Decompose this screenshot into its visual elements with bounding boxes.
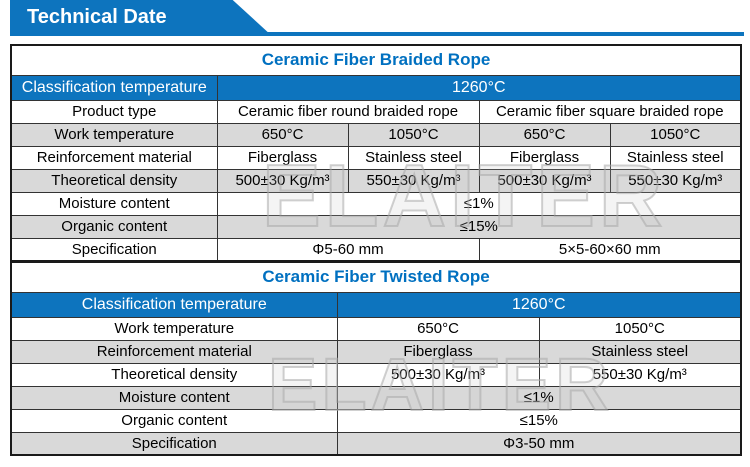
density-cell: 500±30 Kg/m³	[336, 362, 540, 387]
row-label: Work temperature	[10, 316, 338, 341]
row-label: Reinforcement material	[10, 145, 218, 170]
work-temp-cell: 1050°C	[538, 316, 742, 341]
reinforcement-cell: Stainless steel	[538, 339, 742, 364]
organic-value: ≤15%	[216, 214, 742, 239]
table-row: Work temperature 650°C 1050°C 650°C 1050…	[10, 122, 742, 147]
table-row: Organic content ≤15%	[10, 408, 742, 433]
work-temp-cell: 650°C	[336, 316, 540, 341]
organic-value: ≤15%	[336, 408, 742, 433]
braided-table-title: Ceramic Fiber Braided Rope	[10, 44, 742, 76]
table-row: Product type Ceramic fiber round braided…	[10, 99, 742, 124]
row-label: Reinforcement material	[10, 339, 338, 364]
density-cell: 500±30 Kg/m³	[478, 168, 611, 193]
page-title: Technical Date	[27, 6, 167, 28]
row-label: Moisture content	[10, 385, 338, 410]
row-label: Theoretical density	[10, 362, 338, 387]
table-row: Reinforcement material Fiberglass Stainl…	[10, 339, 742, 364]
table-row: Specification Φ3-50 mm	[10, 431, 742, 456]
moisture-value: ≤1%	[336, 385, 742, 410]
spec-tables: Ceramic Fiber Braided Rope Classificatio…	[10, 44, 743, 456]
reinforcement-cell: Stainless steel	[609, 145, 742, 170]
table-row: Specification Φ5-60 mm 5×5-60×60 mm	[10, 237, 742, 262]
banner-underline	[10, 32, 744, 36]
row-label: Moisture content	[10, 191, 218, 216]
density-cell: 550±30 Kg/m³	[609, 168, 742, 193]
moisture-value: ≤1%	[216, 191, 742, 216]
row-label: Classification temperature	[10, 291, 338, 318]
row-label: Specification	[10, 237, 218, 262]
reinforcement-cell: Fiberglass	[336, 339, 540, 364]
table-row: Ceramic Fiber Braided Rope	[10, 44, 742, 76]
row-label: Product type	[10, 99, 218, 124]
density-cell: 500±30 Kg/m³	[216, 168, 349, 193]
twisted-table-title: Ceramic Fiber Twisted Rope	[10, 261, 742, 293]
row-label: Organic content	[10, 214, 218, 239]
specification-cell: Φ5-60 mm	[216, 237, 480, 262]
product-type-cell: Ceramic fiber round braided rope	[216, 99, 480, 124]
row-label: Organic content	[10, 408, 338, 433]
product-type-cell: Ceramic fiber square braided rope	[478, 99, 742, 124]
twisted-rope-table: Ceramic Fiber Twisted Rope Classificatio…	[10, 261, 743, 456]
banner-ribbon: Technical Date	[10, 0, 272, 36]
classification-value: 1260°C	[336, 291, 742, 318]
density-cell: 550±30 Kg/m³	[347, 168, 480, 193]
table-row: Ceramic Fiber Twisted Rope	[10, 261, 742, 293]
braided-rope-table: Ceramic Fiber Braided Rope Classificatio…	[10, 44, 743, 262]
row-label: Specification	[10, 431, 338, 456]
work-temp-cell: 650°C	[216, 122, 349, 147]
table-row: Theoretical density 500±30 Kg/m³ 550±30 …	[10, 362, 742, 387]
density-cell: 550±30 Kg/m³	[538, 362, 742, 387]
specification-cell: 5×5-60×60 mm	[478, 237, 742, 262]
table-row: Classification temperature 1260°C	[10, 291, 742, 318]
table-row: Reinforcement material Fiberglass Stainl…	[10, 145, 742, 170]
work-temp-cell: 1050°C	[609, 122, 742, 147]
specification-value: Φ3-50 mm	[336, 431, 742, 456]
row-label: Classification temperature	[10, 74, 218, 101]
reinforcement-cell: Fiberglass	[216, 145, 349, 170]
table-row: Work temperature 650°C 1050°C	[10, 316, 742, 341]
table-row: Moisture content ≤1%	[10, 385, 742, 410]
classification-value: 1260°C	[216, 74, 742, 101]
reinforcement-cell: Stainless steel	[347, 145, 480, 170]
reinforcement-cell: Fiberglass	[478, 145, 611, 170]
table-row: Classification temperature 1260°C	[10, 74, 742, 101]
table-row: Moisture content ≤1%	[10, 191, 742, 216]
row-label: Work temperature	[10, 122, 218, 147]
table-row: Organic content ≤15%	[10, 214, 742, 239]
table-row: Theoretical density 500±30 Kg/m³ 550±30 …	[10, 168, 742, 193]
work-temp-cell: 650°C	[478, 122, 611, 147]
row-label: Theoretical density	[10, 168, 218, 193]
work-temp-cell: 1050°C	[347, 122, 480, 147]
